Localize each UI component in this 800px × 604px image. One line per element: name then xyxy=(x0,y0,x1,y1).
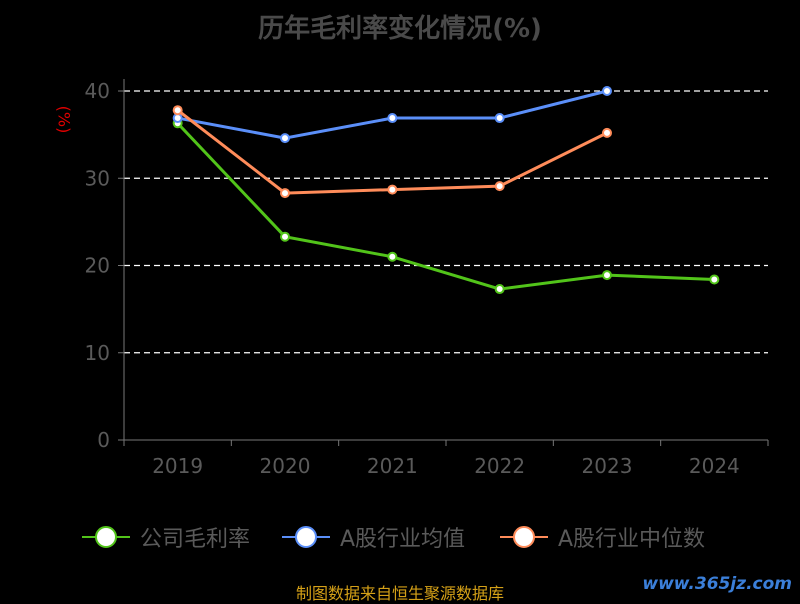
series-line-0 xyxy=(176,122,715,291)
legend-label: A股行业均值 xyxy=(340,527,466,552)
legend-item-industry-mean[interactable]: A股行业均值 xyxy=(282,522,465,552)
data-source-note: 制图数据来自恒生聚源数据库 xyxy=(295,584,504,603)
data-point xyxy=(709,274,720,285)
x-tick-label: 2022 xyxy=(474,454,525,478)
data-point xyxy=(172,113,183,124)
data-point xyxy=(494,113,505,124)
data-point xyxy=(602,86,612,96)
legend-item-company-gross-margin[interactable]: 公司毛利率 xyxy=(82,522,250,552)
legend-marker-orange xyxy=(500,526,548,548)
y-tick-label: 10 xyxy=(85,341,110,365)
y-tick-label: 40 xyxy=(85,79,110,103)
data-point xyxy=(494,284,505,295)
watermark: www.365jz.com xyxy=(642,574,792,594)
data-point xyxy=(387,251,398,262)
line-chart: 0 10 20 30 40 2019 2020 2021 2022 2023 2024 xyxy=(85,79,769,478)
legend-marker-green xyxy=(82,526,130,548)
data-point xyxy=(280,188,290,199)
data-point xyxy=(280,133,290,144)
legend-item-industry-median[interactable]: A股行业中位数 xyxy=(500,522,705,552)
data-point xyxy=(280,231,290,242)
y-tick-label: 30 xyxy=(85,166,110,190)
data-point xyxy=(494,181,505,192)
chart-title: 历年毛利率变化情况(%) xyxy=(258,14,542,44)
legend-label: 公司毛利率 xyxy=(140,527,251,552)
x-tick-label: 2024 xyxy=(689,454,740,478)
legend-marker-blue xyxy=(282,526,330,548)
data-point xyxy=(387,113,398,124)
y-tick-label: 0 xyxy=(97,428,110,452)
x-tick-label: 2020 xyxy=(260,454,311,478)
data-point xyxy=(602,127,612,138)
x-tick-label: 2019 xyxy=(152,454,203,478)
data-point xyxy=(602,270,612,281)
data-point xyxy=(172,105,183,116)
x-tick-label: 2023 xyxy=(582,454,633,478)
legend-label: A股行业中位数 xyxy=(558,527,706,552)
legend: 公司毛利率 A股行业均值 A股行业中位数 xyxy=(0,522,800,552)
data-point xyxy=(387,184,398,195)
y-tick-label: 20 xyxy=(85,254,110,278)
x-tick-label: 2021 xyxy=(367,454,418,478)
